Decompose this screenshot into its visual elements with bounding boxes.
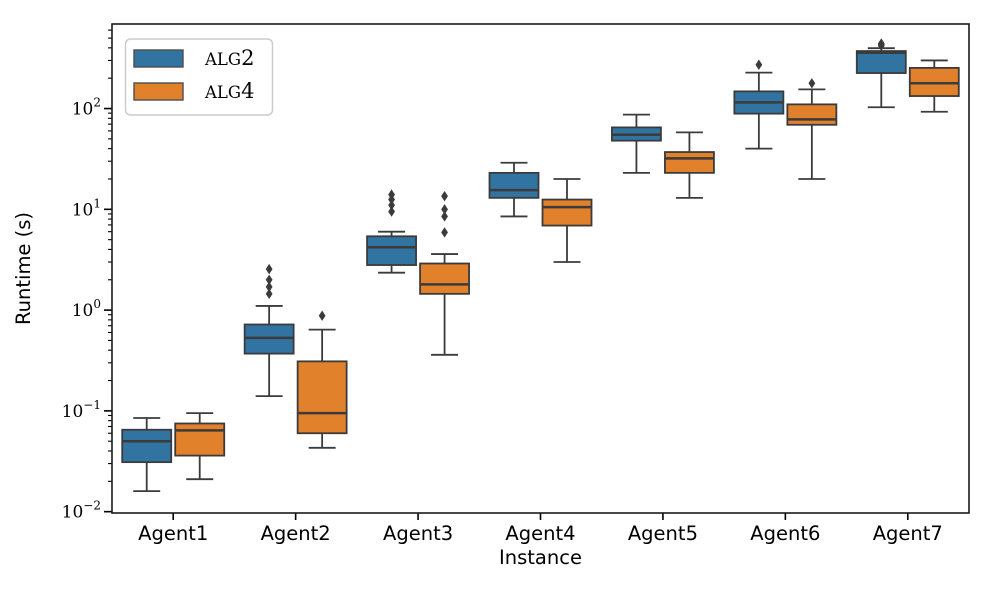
y-tick-label-1e-1: 10−1 — [62, 398, 101, 422]
flier-ALG4-Agent6 — [808, 78, 816, 89]
flier-ALG2-Agent7 — [877, 38, 885, 49]
box-ALG4-Agent7 — [908, 67, 960, 97]
box-ALG4-Agent1 — [174, 422, 226, 457]
x-tick-label-Agent2: Agent2 — [261, 522, 331, 545]
x-tick-label-Agent1: Agent1 — [138, 522, 208, 545]
x-tick-label-Agent5: Agent5 — [628, 522, 698, 545]
flier-ALG2-Agent3 — [388, 189, 395, 200]
legend-swatch-ALG2 — [133, 49, 184, 68]
x-tick-label-Agent4: Agent4 — [505, 522, 575, 545]
flier-ALG4-Agent2 — [318, 310, 326, 321]
flier-ALG2-Agent2 — [265, 263, 273, 275]
legend-label-ALG4: ALG4 — [204, 79, 254, 103]
box-ALG2-Agent1 — [121, 428, 173, 464]
flier-ALG2-Agent3 — [388, 199, 395, 211]
flier-ALG2-Agent6 — [755, 59, 763, 70]
flier-ALG2-Agent3 — [388, 206, 395, 217]
box-ALG2-Agent7 — [855, 50, 907, 74]
x-tick-label-Agent3: Agent3 — [383, 522, 453, 545]
flier-ALG2-Agent2 — [265, 281, 273, 293]
flier-ALG4-Agent3 — [441, 211, 448, 222]
box-ALG4-Agent2 — [296, 360, 348, 435]
x-tick-label-Agent7: Agent7 — [873, 522, 943, 545]
box-ALG4-Agent4 — [541, 198, 593, 227]
plot-border — [111, 23, 970, 514]
flier-ALG4-Agent3 — [441, 204, 448, 215]
box-ALG4-Agent6 — [786, 103, 838, 126]
flier-ALG2-Agent2 — [265, 274, 273, 285]
box-ALG4-Agent3 — [419, 262, 470, 295]
x-axis-label: Instance — [499, 546, 582, 569]
y-tick-label-1e-2: 10−2 — [62, 499, 101, 523]
y-tick-label-1e2: 102 — [72, 96, 101, 120]
y-axis-label: Runtime (s) — [12, 212, 35, 325]
flier-ALG4-Agent3 — [441, 227, 448, 238]
box-ALG2-Agent3 — [366, 235, 417, 266]
flier-ALG2-Agent2 — [265, 288, 273, 300]
y-tick-label-1e0: 100 — [72, 297, 101, 321]
box-ALG2-Agent4 — [488, 171, 540, 199]
y-tick-label-1e1: 101 — [72, 196, 101, 220]
x-tick-label-Agent6: Agent6 — [750, 522, 820, 545]
flier-ALG4-Agent3 — [441, 190, 448, 202]
legend-label-ALG2: ALG2 — [204, 46, 254, 70]
legend-swatch-ALG4 — [133, 82, 184, 101]
box-ALG4-Agent5 — [664, 151, 715, 174]
